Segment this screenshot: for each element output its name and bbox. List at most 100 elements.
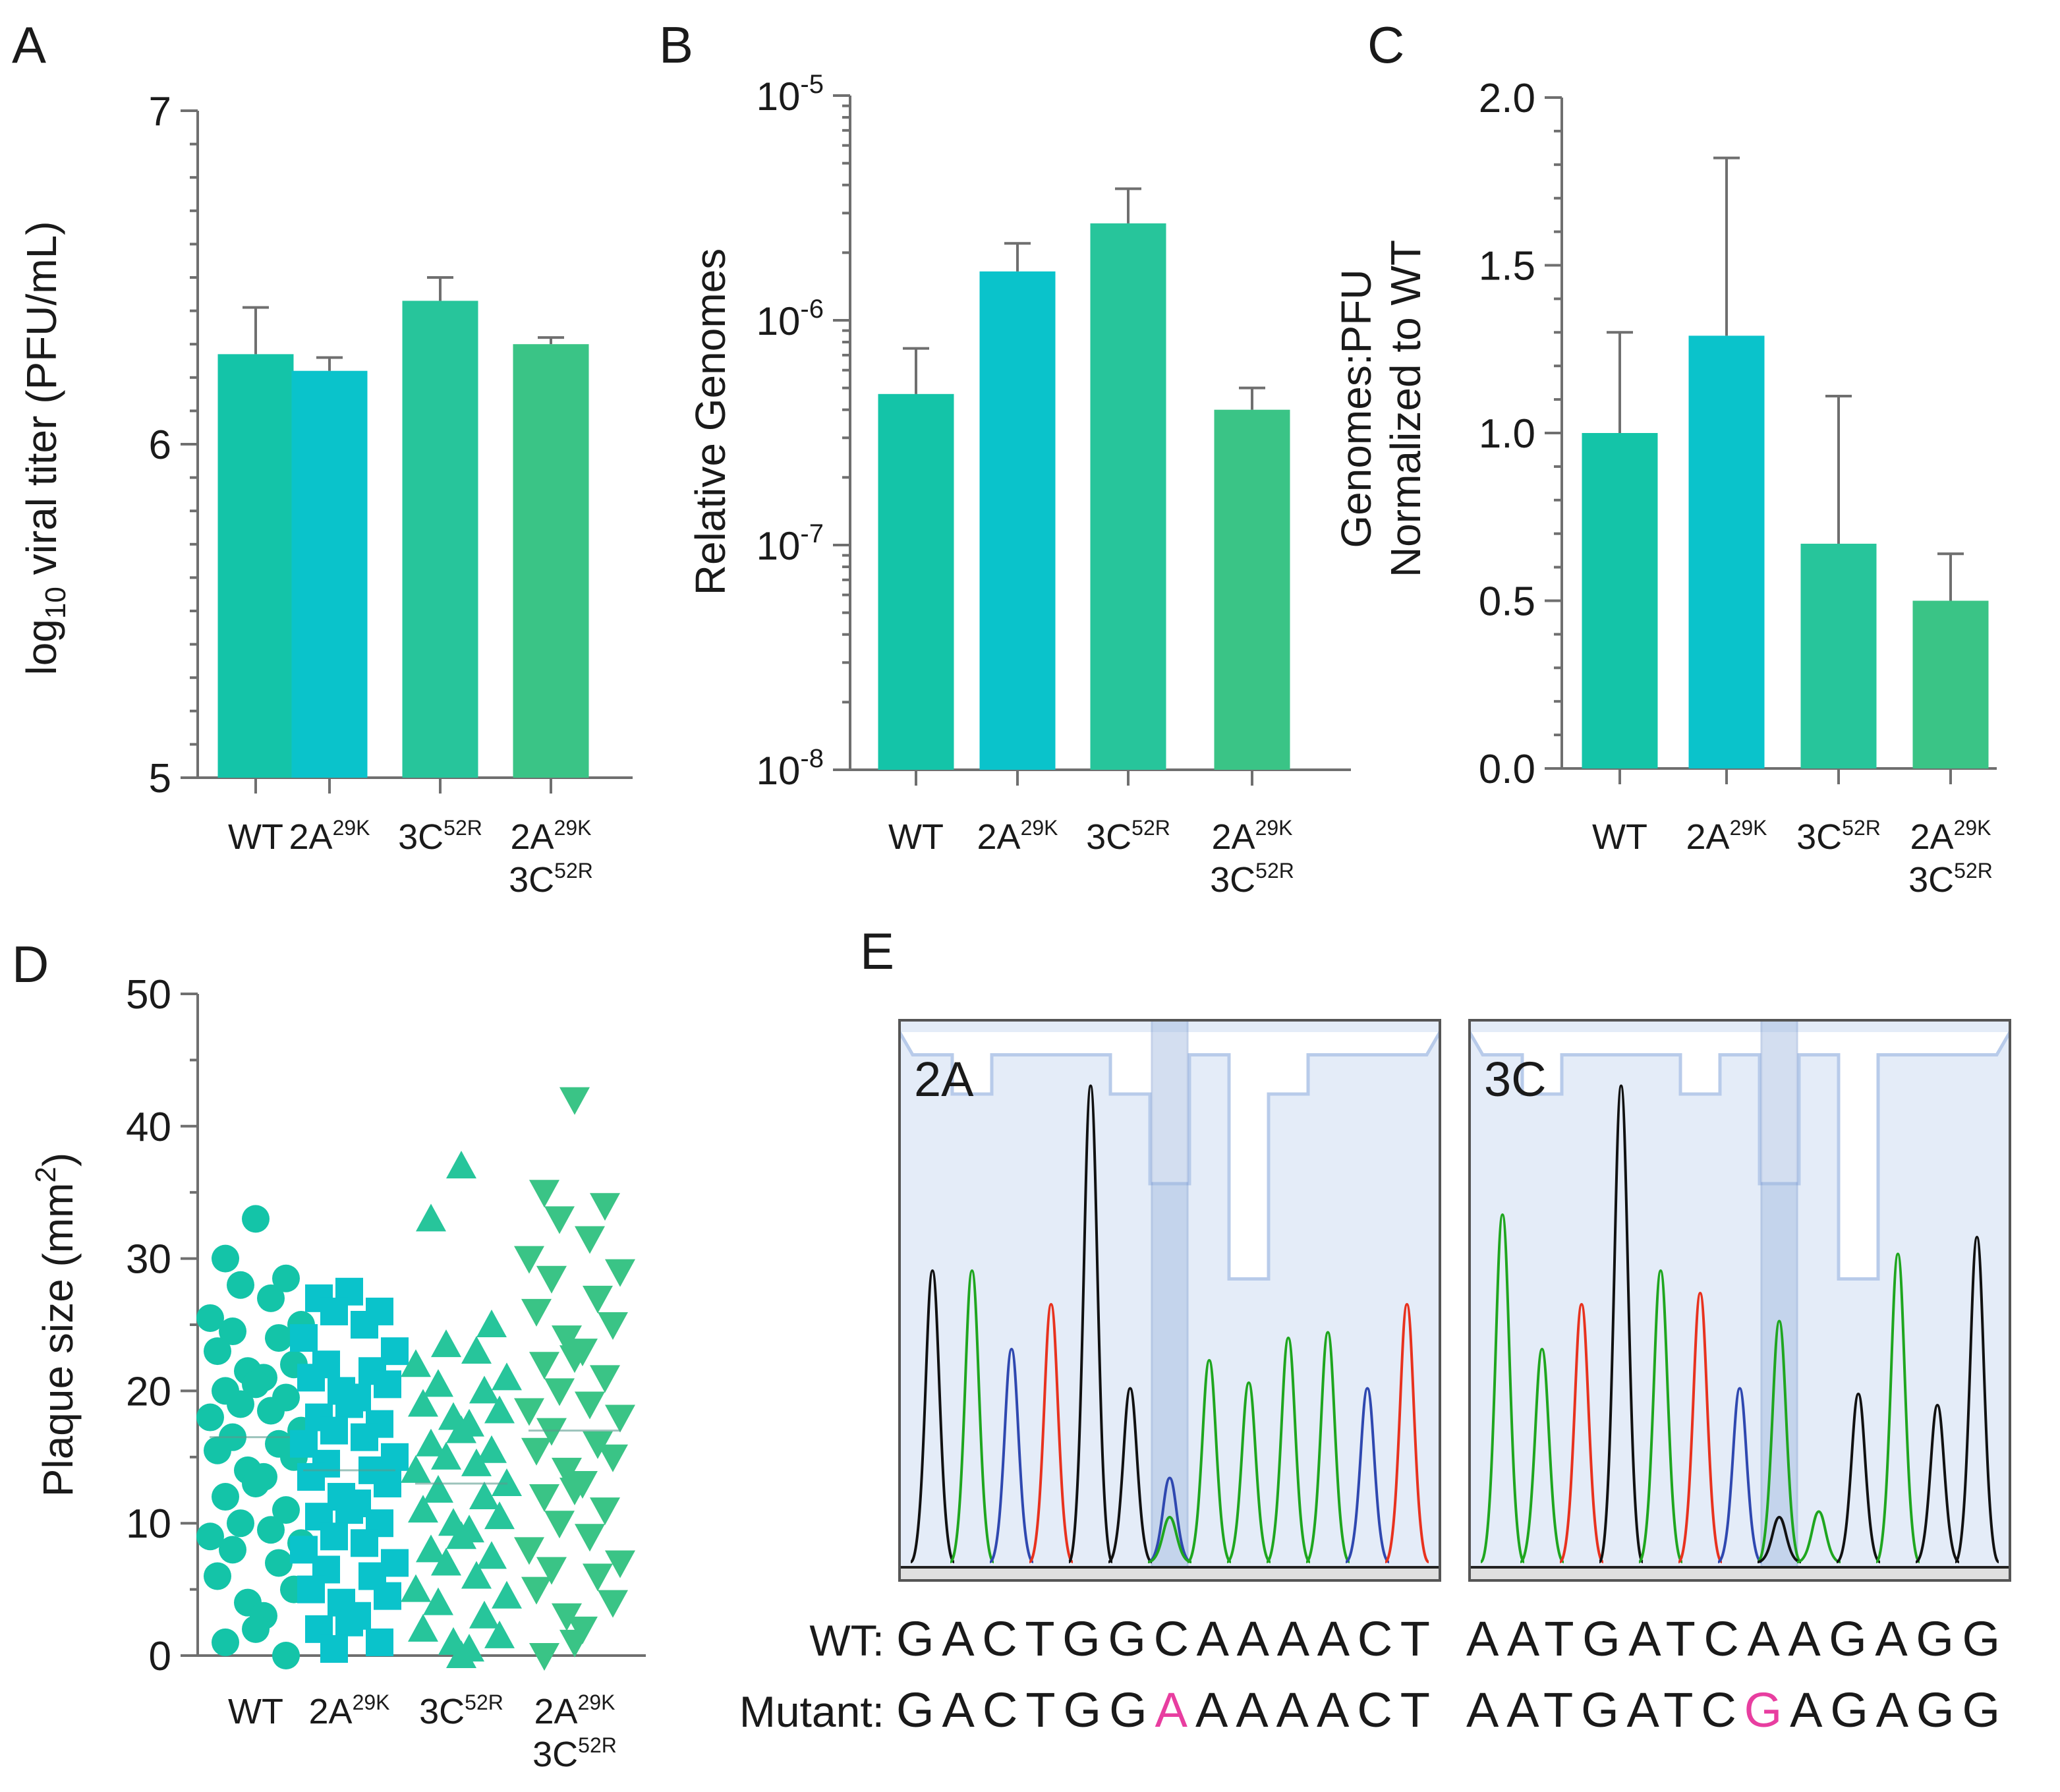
panel-e-trace-peak: [1559, 1302, 1605, 1563]
panel-d-point-wt: [242, 1469, 270, 1497]
panel-e-row-label-mutant: Mutant:: [739, 1687, 884, 1736]
panel-d-point-3c52r: [401, 1455, 431, 1483]
panel-d-point-2a29k: [335, 1496, 363, 1524]
panel-e-baseline-bar: [900, 1567, 1440, 1580]
panel-d-point-wt: [242, 1205, 270, 1233]
panel-d-point-2a29k: [320, 1297, 348, 1325]
panel-d-point-3c52r: [446, 1415, 476, 1443]
panel-a-bar: [217, 354, 294, 778]
panel-d-point-double: [529, 1180, 559, 1208]
panel-d-point-double: [536, 1265, 567, 1294]
panel-b-category-label: 2A29K: [1212, 816, 1293, 857]
panel-d-point-double: [529, 1352, 559, 1380]
panel-label-c: C: [1367, 16, 1404, 74]
panel-e-mutant-sequence: GACTGG A AAAACT: [896, 1683, 1430, 1737]
panel-d-point-3c52r: [461, 1561, 492, 1589]
panel-d-point-3c52r: [476, 1310, 507, 1337]
panel-d-point-double: [598, 1312, 628, 1340]
panel-d-point-2a29k: [297, 1364, 325, 1392]
panel-e-trace-minor-peak: [1757, 1515, 1802, 1563]
panel-e-trace-peak: [1796, 1510, 1841, 1563]
panel-d-point-wt: [242, 1370, 270, 1399]
panel-d-point-2a29k: [297, 1462, 325, 1491]
panel-c-category-label: 2A29K: [1686, 816, 1767, 857]
panel-d-point-double: [598, 1590, 628, 1618]
panel-d-point-wt: [227, 1390, 254, 1418]
panel-d-point-3c52r: [408, 1495, 438, 1523]
panel-d-point-3c52r: [423, 1475, 453, 1503]
panel-label-e: E: [860, 922, 894, 980]
panel-c-ytick-label: 1.5: [1479, 244, 1535, 289]
panel-e-trace-peak: [1265, 1336, 1311, 1563]
panel-e-trace-peak: [1717, 1387, 1763, 1563]
panel-d-point-2a29k: [320, 1416, 348, 1445]
panel-d-point-3c52r: [408, 1613, 438, 1642]
panel-d-point-double: [590, 1365, 620, 1393]
panel-d-ytick-label: 0: [149, 1634, 171, 1679]
panel-e-trace-peak: [1068, 1084, 1114, 1563]
panel-d-category-label-line2: 3C52R: [532, 1733, 617, 1774]
panel-d-point-3c52r: [423, 1369, 453, 1397]
panel-d-point-double: [521, 1576, 552, 1605]
panel-d-point-wt: [265, 1324, 293, 1352]
panel-d-point-3c52r: [476, 1435, 507, 1463]
panel-d-point-double: [605, 1259, 635, 1287]
panel-c-category-label-line2: 3C52R: [1908, 859, 1993, 900]
panel-d-point-double: [590, 1193, 620, 1221]
panel-d-ytick-label: 50: [126, 972, 171, 1018]
panel-e-baseline-bar: [1470, 1567, 2010, 1580]
panel-a-bar: [291, 370, 368, 778]
panel-d-point-double: [514, 1246, 544, 1274]
panel-e-trace-peak: [1384, 1302, 1430, 1563]
panel-d-y-axis-title: Plaque size (mm2): [30, 1153, 82, 1497]
panel-d-point-wt: [196, 1304, 224, 1332]
panel-e-wt-sequence: GACTGGCAAAACT: [896, 1611, 1430, 1666]
panel-d-point-wt: [204, 1337, 231, 1366]
panel-a-ylabel-pre: log: [18, 619, 65, 675]
panel-d-point-wt: [272, 1642, 300, 1669]
panel-b-bar: [979, 271, 1056, 770]
panel-e-trace-peak: [1344, 1387, 1390, 1563]
panel-d-point-2a29k: [351, 1423, 378, 1451]
panel-e-trace-peak: [1835, 1392, 1881, 1563]
panel-e-trace-peak: [1479, 1213, 1526, 1563]
panel-c-chart: Genomes:PFU Normalized to WT 0.0 0.5 1.0 1.…: [1332, 76, 1997, 900]
panel-e-mutant-sequence: AATGATC G AGAGG: [1466, 1683, 2000, 1737]
panel-d-ylabel-sup: 2: [30, 1167, 62, 1182]
panel-d-point-3c52r: [416, 1203, 446, 1232]
panel-e-trace-minor-peak: [1147, 1515, 1192, 1563]
panel-e-trace-peak: [949, 1269, 995, 1563]
panel-d-point-2a29k: [297, 1575, 325, 1604]
panel-d-point-3c52r: [416, 1428, 446, 1457]
panel-d-point-double: [521, 1437, 552, 1466]
panel-e-quality-track: [1470, 1031, 2010, 1281]
panel-a-category-label-line2: 3C52R: [509, 859, 593, 900]
panel-d-point-double: [552, 1457, 582, 1486]
panel-d-point-wt: [257, 1516, 285, 1544]
panel-d-point-3c52r: [492, 1580, 522, 1609]
panel-c-y-axis-title-line1: Genomes:PFU: [1332, 269, 1380, 548]
panel-e-trace-peak: [1519, 1347, 1565, 1563]
panel-d-point-double: [552, 1603, 582, 1631]
panel-d-point-3c52r: [446, 1151, 476, 1179]
panel-d-point-2a29k: [320, 1634, 348, 1663]
panel-d-point-3c52r: [431, 1329, 461, 1358]
panel-b-category-label: 3C52R: [1086, 816, 1170, 857]
panel-c-y-axis-title-line2: Normalized to WT: [1382, 240, 1429, 577]
panel-d-point-double: [544, 1511, 575, 1539]
panel-e-trace-peak: [1147, 1476, 1192, 1563]
panel-d-point-3c52r: [461, 1336, 492, 1364]
panel-d-point-wt: [219, 1317, 246, 1346]
panel-c-category-label: WT: [1592, 817, 1647, 857]
panel-d-point-double: [605, 1550, 635, 1578]
panel-d-point-wt: [257, 1397, 285, 1425]
panel-d-point-double: [544, 1206, 575, 1234]
panel-d-point-wt: [272, 1264, 300, 1292]
panel-e-mutation-highlight: [1151, 1019, 1189, 1575]
panel-d-point-wt: [272, 1496, 300, 1524]
panel-d-category-label: WT: [228, 1692, 283, 1731]
panel-d-point-2a29k: [351, 1311, 378, 1339]
panel-d-point-double: [559, 1629, 590, 1658]
panel-d-point-3c52r: [423, 1587, 453, 1615]
panel-d-point-3c52r: [469, 1600, 500, 1629]
